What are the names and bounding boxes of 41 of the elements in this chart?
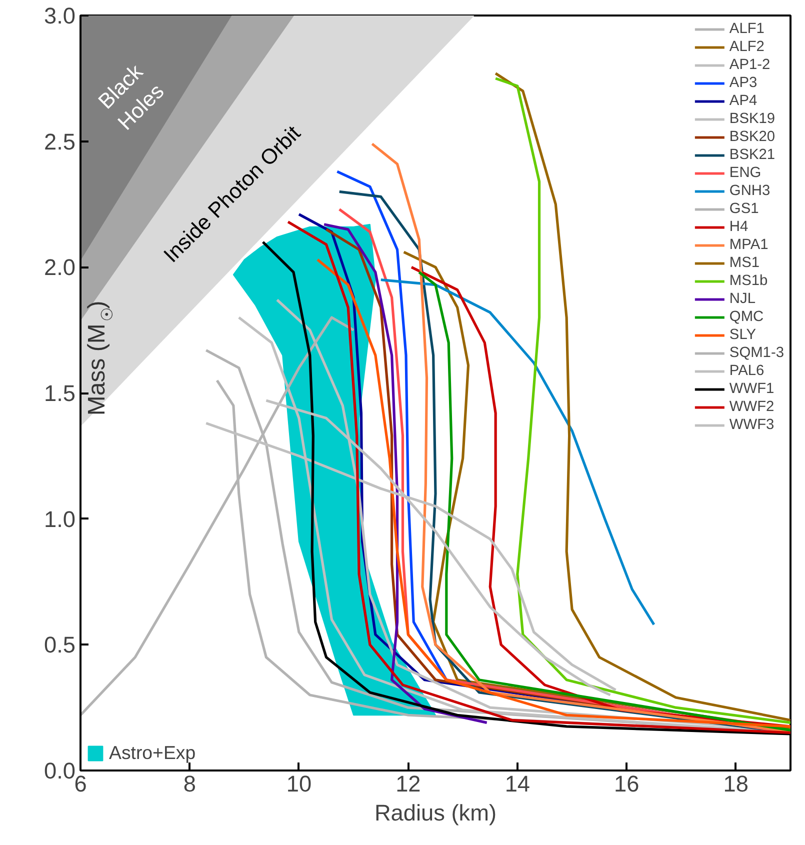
legend-label: NJL bbox=[729, 291, 756, 307]
legend-label: WWF1 bbox=[729, 381, 774, 397]
y-tick-label: 2.5 bbox=[44, 128, 76, 154]
legend-label: AP3 bbox=[729, 75, 758, 91]
legend-label: PAL6 bbox=[729, 363, 764, 379]
legend-label: BSK19 bbox=[729, 111, 776, 127]
y-axis-title: Mass (M☉) bbox=[84, 300, 116, 416]
legend-label: GNH3 bbox=[729, 183, 770, 199]
legend-label: AP1-2 bbox=[729, 57, 770, 73]
legend-label: SQM1-3 bbox=[729, 345, 784, 361]
legend-label: MS1b bbox=[729, 273, 768, 289]
y-tick-label: 0.5 bbox=[44, 632, 76, 658]
legend-label: SLY bbox=[729, 327, 756, 343]
legend-label: ENG bbox=[729, 165, 762, 181]
legend-label: H4 bbox=[729, 219, 750, 235]
y-tick-label: 1.5 bbox=[44, 380, 76, 406]
legend-label: BSK20 bbox=[729, 129, 776, 145]
y-tick-label: 3.0 bbox=[44, 2, 76, 28]
y-tick-label: 0.0 bbox=[44, 758, 76, 784]
legend-label: ALF1 bbox=[729, 21, 764, 37]
x-axis-title: Radius (km) bbox=[374, 800, 497, 826]
legend-label: GS1 bbox=[729, 201, 759, 217]
legend-label: AP4 bbox=[729, 93, 758, 109]
y-tick-label: 2.0 bbox=[44, 254, 76, 280]
x-tick-label: 16 bbox=[614, 770, 640, 796]
x-tick-label: 6 bbox=[74, 770, 87, 796]
legend-label: Astro+Exp bbox=[109, 742, 196, 764]
x-tick-label: 8 bbox=[183, 770, 196, 796]
line-series bbox=[380, 278, 656, 626]
y-tick-label: 1.0 bbox=[44, 506, 76, 532]
x-tick-label: 14 bbox=[504, 770, 530, 796]
legend-label: QMC bbox=[729, 309, 764, 325]
x-tick-label: 12 bbox=[396, 770, 421, 796]
x-tick-label: 18 bbox=[723, 770, 748, 796]
legend-label: ALF2 bbox=[729, 39, 764, 55]
legend-label: BSK21 bbox=[729, 147, 776, 163]
legend-label: MS1 bbox=[729, 255, 760, 271]
legend-label: WWF2 bbox=[729, 399, 774, 415]
legend-label: WWF3 bbox=[729, 417, 774, 433]
legend-label: MPA1 bbox=[729, 237, 768, 253]
x-tick-label: 10 bbox=[286, 770, 312, 796]
